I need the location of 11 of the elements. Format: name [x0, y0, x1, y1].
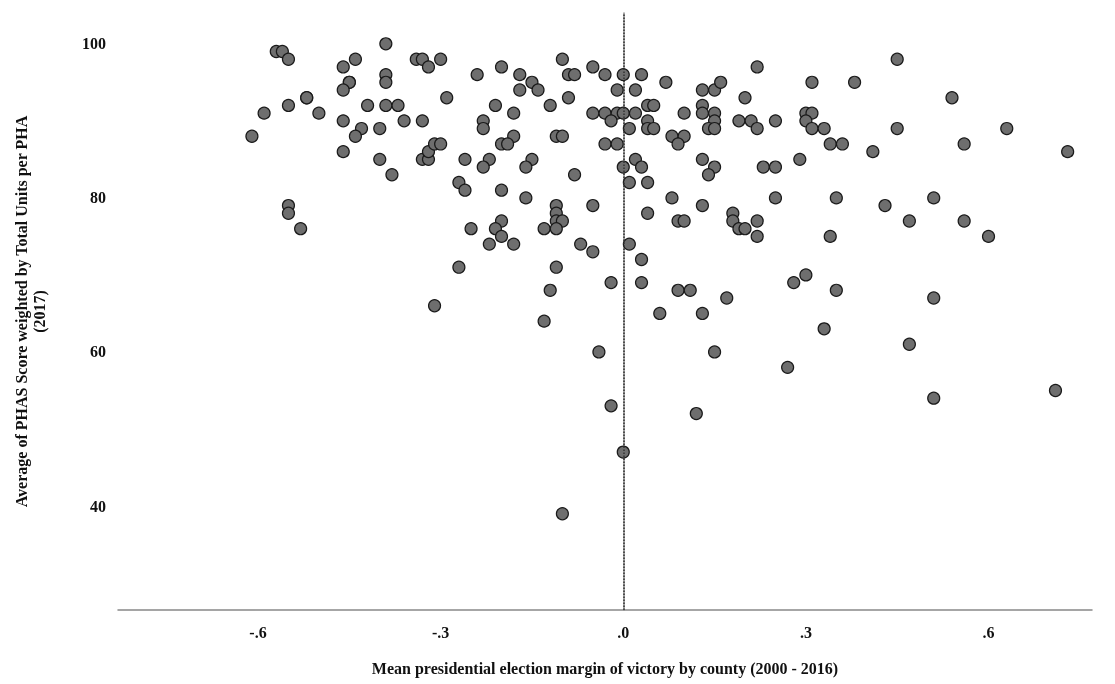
- y-tick-label: 40: [90, 497, 106, 515]
- y-axis-title: Average of PHAS Score weighted by Total Units per PHA (2017): [12, 115, 49, 508]
- x-tick-label: .3: [799, 623, 812, 641]
- y-tick-label: 60: [90, 343, 106, 361]
- y-tick-label: 80: [90, 189, 106, 207]
- x-axis-title: Mean presidential election margin of victory by county (2000 - 2016): [371, 659, 839, 678]
- x-tick-label: -.3: [431, 623, 450, 641]
- x-tick-label: -.6: [249, 623, 267, 641]
- x-tick-label: .6: [982, 623, 995, 641]
- y-tick-label: 100: [82, 35, 106, 53]
- x-tick-label: .0: [617, 623, 630, 641]
